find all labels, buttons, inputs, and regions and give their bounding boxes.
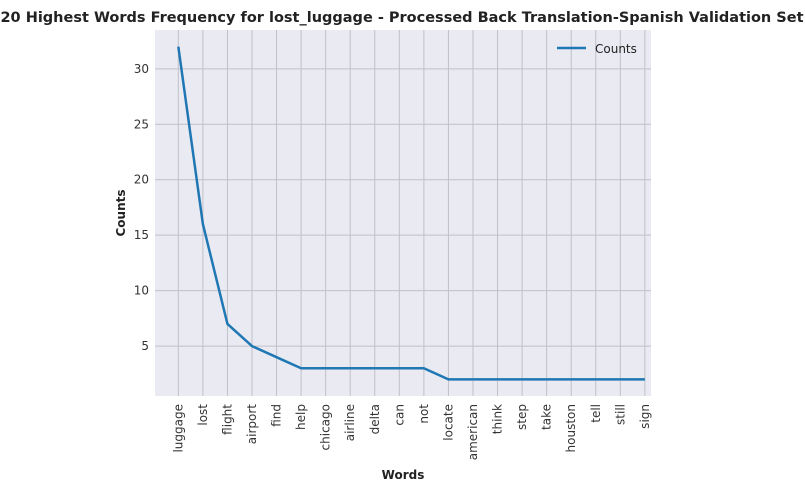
x-tick-label: delta: [368, 404, 382, 434]
x-axis: luggage lost flight airport find help chicago a…: [171, 404, 652, 461]
series-line: [177, 46, 645, 381]
x-tick-label: not: [417, 404, 431, 424]
x-tick-label: step: [515, 404, 529, 430]
chart-title: 20 Highest Words Frequency for lost_lugg…: [0, 10, 803, 26]
y-tick-label: 15: [134, 228, 149, 242]
grid: [155, 30, 651, 396]
x-tick-label: take: [540, 404, 554, 430]
y-axis-label: Counts: [114, 189, 128, 236]
x-tick-label: still: [613, 404, 627, 425]
x-tick-label: flight: [220, 404, 234, 435]
y-axis: 5 10 15 20 25 30: [134, 62, 149, 353]
y-tick-label: 25: [134, 117, 149, 131]
x-tick-label: airline: [343, 404, 357, 441]
legend: Counts: [557, 42, 637, 56]
x-tick-label: chicago: [319, 404, 333, 450]
x-tick-label: houston: [564, 404, 578, 452]
x-tick-label: locate: [441, 404, 455, 441]
x-axis-label: Words: [382, 468, 425, 482]
x-tick-label: find: [270, 404, 284, 427]
x-tick-label: can: [392, 404, 406, 426]
x-tick-label: sign: [638, 404, 652, 429]
x-tick-label: think: [491, 404, 505, 434]
x-tick-label: help: [294, 404, 308, 430]
x-tick-label: american: [466, 404, 480, 460]
x-tick-label: tell: [589, 404, 603, 423]
x-tick-label: lost: [196, 404, 210, 426]
y-tick-label: 5: [141, 339, 149, 353]
series-layer: [177, 46, 645, 381]
y-tick-label: 20: [134, 173, 149, 187]
legend-label: Counts: [595, 42, 637, 56]
x-tick-label: airport: [245, 404, 259, 445]
x-tick-label: luggage: [171, 404, 185, 453]
plot-area: [155, 30, 651, 396]
y-tick-label: 30: [134, 62, 149, 76]
y-tick-label: 10: [134, 284, 149, 298]
